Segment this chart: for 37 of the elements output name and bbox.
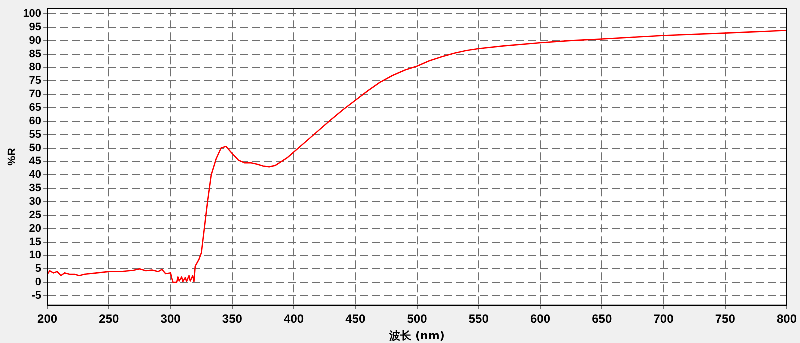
y-tick-label: 65 [29,102,42,114]
y-axis-title: %R [6,148,19,166]
y-tick-label: 20 [29,222,42,235]
y-tick-label: 10 [29,250,42,262]
y-tick-label: 25 [29,209,42,222]
y-tick-label: 100 [23,8,42,20]
x-axis-title: 波长 (nm) [388,329,445,342]
y-tick-label: 90 [29,34,42,47]
y-tick-label: 75 [29,75,42,88]
x-tick-label: 700 [654,312,674,326]
x-tick-label: 650 [592,312,612,326]
y-tick-label: 5 [35,263,42,276]
y-tick-label: 60 [29,115,42,128]
y-tick-label: 85 [29,48,42,60]
x-tick-label: 600 [530,312,551,326]
y-tick-label: 35 [29,182,42,195]
x-tick-label: 800 [776,312,798,326]
x-tick-label: 350 [222,312,243,326]
y-tick-label: 70 [29,88,42,101]
y-tick-label: 55 [29,128,42,141]
y-tick-label: 0 [35,276,42,289]
x-tick-label: 450 [346,312,366,326]
y-tick-label: 80 [29,62,42,74]
x-tick-label: 300 [160,312,182,326]
x-tick-label: 500 [407,312,428,326]
y-tick-label: 45 [29,156,42,168]
y-tick-label: 30 [29,196,42,208]
x-tick-label: 400 [284,312,304,326]
y-tick-label: 15 [29,236,42,248]
x-tick-label: 550 [468,312,490,326]
y-tick-label: -5 [32,290,42,302]
y-tick-label: 40 [29,169,42,182]
y-tick-label: 95 [29,21,42,34]
x-tick-label: 750 [715,312,736,326]
x-tick-label: 200 [38,312,58,326]
y-tick-label: 50 [29,142,42,154]
x-tick-label: 250 [99,312,120,326]
